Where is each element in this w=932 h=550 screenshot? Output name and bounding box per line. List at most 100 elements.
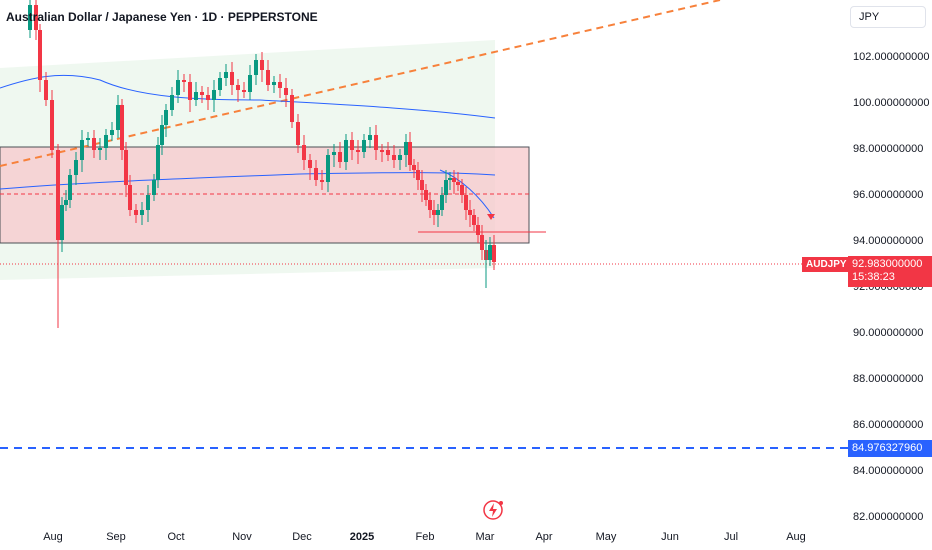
candle-body <box>362 140 366 152</box>
candle-body <box>452 178 456 182</box>
candle-body <box>308 160 312 168</box>
supply-demand-zone <box>0 146 530 244</box>
time-tick-label: Aug <box>786 531 806 543</box>
currency-selector[interactable]: JPY <box>850 6 926 28</box>
price-tick-label: 90.000000000 <box>853 327 923 339</box>
candle-body <box>436 210 440 215</box>
candle-body <box>424 190 428 200</box>
candle-body <box>92 138 96 150</box>
candle-body <box>476 225 480 235</box>
candle-body <box>278 82 282 88</box>
candle-body <box>134 210 138 215</box>
candle-body <box>224 72 228 78</box>
candle-body <box>456 182 460 185</box>
time-tick-label: Jun <box>661 531 679 543</box>
candle-body <box>86 138 90 140</box>
candle-body <box>492 245 496 262</box>
candle-body <box>64 200 68 205</box>
price-tick-label: 100.000000000 <box>853 97 929 109</box>
candle-body <box>170 95 174 110</box>
candle-body <box>468 210 472 215</box>
candle-body <box>176 80 180 95</box>
price-tick-label: 82.000000000 <box>853 511 923 523</box>
candle-body <box>344 140 348 162</box>
candles <box>28 0 496 328</box>
last-price-value: 92.983000000 <box>852 258 923 270</box>
candle-body <box>242 90 246 92</box>
candle-body <box>60 205 64 240</box>
candle-body <box>156 145 160 180</box>
candle-body <box>188 82 192 100</box>
candle-body <box>254 60 258 75</box>
candle-body <box>38 30 42 80</box>
symbol-tag: AUDJPY <box>802 257 851 272</box>
candle-body <box>152 180 156 195</box>
candle-body <box>464 195 468 210</box>
horizontal-line-tag: 84.976327960 <box>848 440 932 457</box>
candle-body <box>140 210 144 215</box>
candle-body <box>404 142 408 155</box>
candle-body <box>110 130 114 135</box>
candle-body <box>408 142 412 165</box>
candle-body <box>420 180 424 190</box>
candle-body <box>260 60 264 70</box>
time-tick-label: Apr <box>535 531 552 543</box>
candle-body <box>432 210 436 215</box>
candle-body <box>194 92 198 100</box>
time-tick-label: Aug <box>43 531 63 543</box>
price-tick-label: 96.000000000 <box>853 189 923 201</box>
time-tick-label: Mar <box>476 531 495 543</box>
candle-body <box>290 95 294 122</box>
time-tick-label: Dec <box>292 531 312 543</box>
candle-body <box>74 160 78 175</box>
flash-icon[interactable] <box>483 500 503 520</box>
price-tick-label: 86.000000000 <box>853 419 923 431</box>
candle-body <box>472 215 476 225</box>
time-tick-label: Sep <box>106 531 126 543</box>
time-tick-label: 2025 <box>350 531 374 543</box>
candle-body <box>368 135 372 140</box>
time-axis[interactable]: Aug Sep Oct Nov Dec 2025 Feb Mar Apr May Jun Jul Aug <box>43 531 806 543</box>
candle-body <box>236 85 240 90</box>
candle-body <box>164 110 168 125</box>
candle-body <box>230 72 234 85</box>
candle-body <box>206 95 210 100</box>
candle-body <box>248 75 252 92</box>
candle-body <box>212 90 216 100</box>
candle-body <box>296 122 300 145</box>
candle-body <box>98 148 102 150</box>
candle-body <box>374 135 378 150</box>
candle-body <box>338 152 342 162</box>
candle-body <box>44 80 48 100</box>
candle-body <box>386 150 390 155</box>
price-tick-label: 84.000000000 <box>853 465 923 477</box>
candle-body <box>488 245 492 260</box>
sell-marker-icon <box>487 214 495 220</box>
candle-body <box>314 168 318 180</box>
time-tick-label: Nov <box>232 531 252 543</box>
price-tick-label: 88.000000000 <box>853 373 923 385</box>
candle-body <box>444 180 448 195</box>
candle-body <box>440 195 444 210</box>
price-axis[interactable]: 102.000000000 100.000000000 98.000000000 96… <box>853 51 929 523</box>
candle-body <box>302 145 306 160</box>
candle-body <box>412 165 416 170</box>
candle-body <box>182 80 186 82</box>
candle-body <box>272 82 276 85</box>
candle-body <box>128 185 132 210</box>
candle-body <box>146 195 150 210</box>
candle-body <box>460 185 464 195</box>
candle-body <box>416 170 420 180</box>
price-tick-label: 102.000000000 <box>853 51 929 63</box>
time-tick-label: Jul <box>724 531 738 543</box>
time-tick-label: May <box>596 531 617 543</box>
moving-average-1 <box>0 74 496 119</box>
candle-body <box>332 152 336 155</box>
candle-body <box>120 105 124 150</box>
candle-body <box>326 155 330 182</box>
candle-body <box>218 78 222 90</box>
candle-body <box>398 155 402 160</box>
price-tick-label: 94.000000000 <box>853 235 923 247</box>
candle-body <box>124 150 128 185</box>
